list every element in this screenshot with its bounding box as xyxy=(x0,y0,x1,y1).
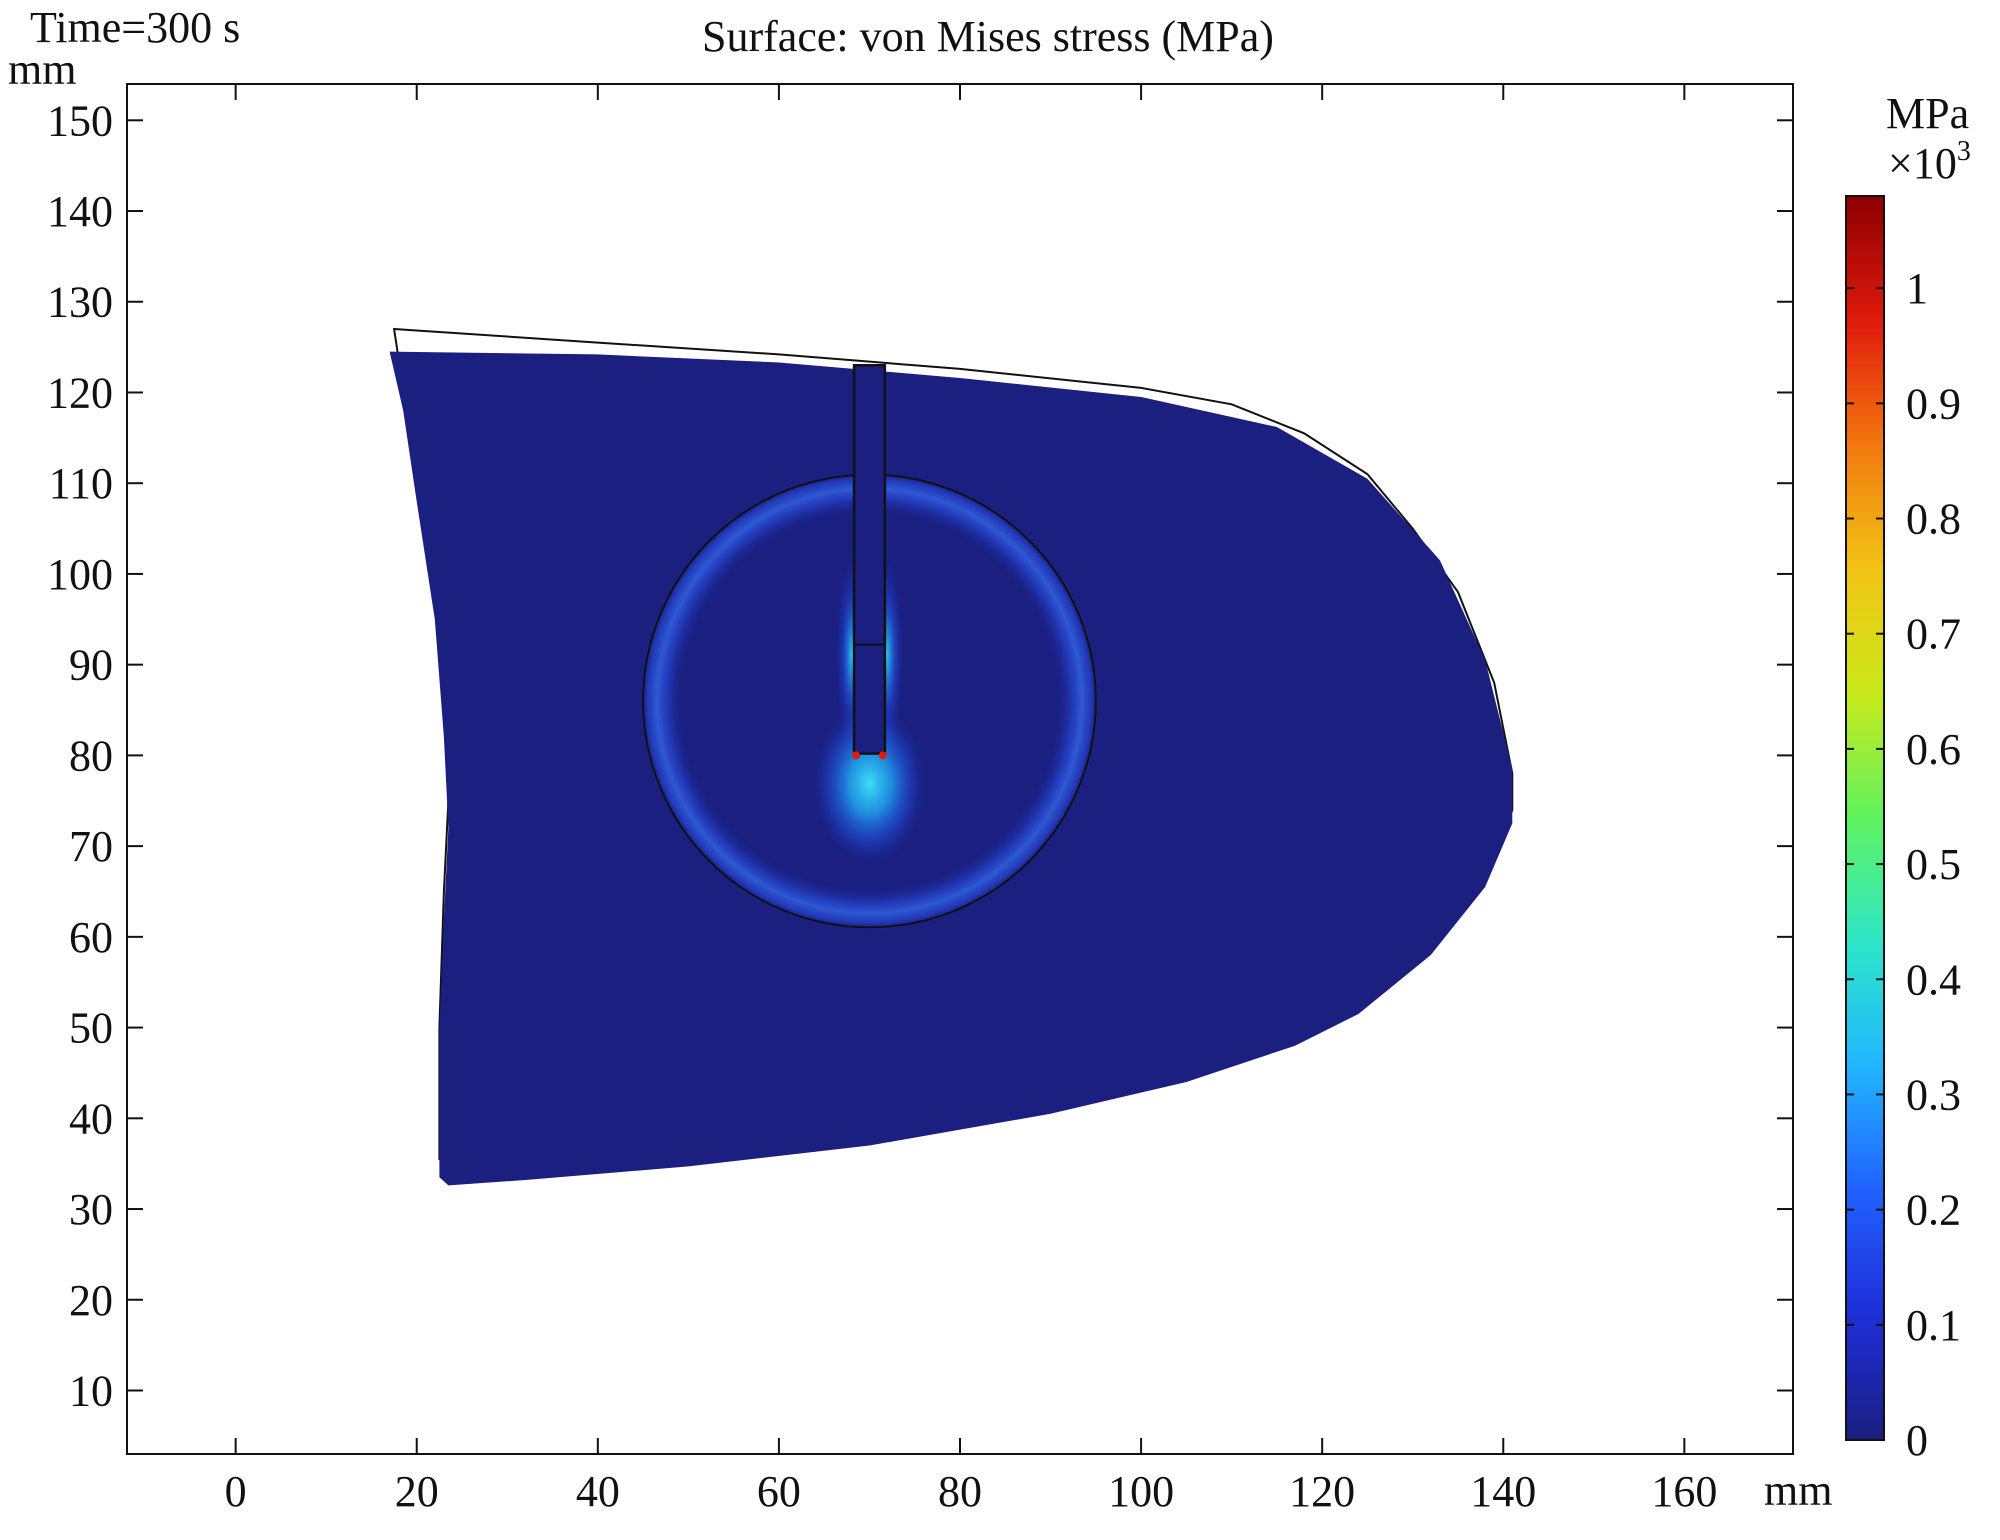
colorbar-ticks: 0 0.1 0.2 0.3 0.4 0.5 0.6 0.7 0.8 0.9 1 xyxy=(1846,264,1961,1465)
y-tick-label: 130 xyxy=(47,278,113,327)
y-tick-label: 80 xyxy=(69,731,113,780)
x-axis-unit: mm xyxy=(1764,1466,1832,1515)
colorbar-multiplier-base: ×10 xyxy=(1888,139,1957,188)
colorbar-tick-label: 0.6 xyxy=(1906,725,1961,774)
y-tick-label: 20 xyxy=(69,1276,113,1325)
slot-rectangle xyxy=(852,364,887,755)
colorbar: MPa ×103 0 0.1 0.2 0.3 0.4 0.5 0.6 0.7 0.8 0.9 1 xyxy=(1845,89,1971,1465)
y-tick-label: 50 xyxy=(69,1004,113,1053)
y-tick-label: 60 xyxy=(69,913,113,962)
colorbar-tick-label: 0.5 xyxy=(1906,840,1961,889)
y-tick-label: 120 xyxy=(47,368,113,417)
colorbar-tick-label: 0.4 xyxy=(1906,955,1961,1004)
colorbar-multiplier-exponent: 3 xyxy=(1957,136,1971,167)
y-axis-ticks: 10 20 30 40 50 60 70 80 90 100 110 120 130 140 150 xyxy=(47,96,1793,1415)
colorbar-tick-label: 1 xyxy=(1906,264,1928,313)
x-tick-label: 0 xyxy=(225,1467,247,1516)
time-label: Time=300 s xyxy=(30,3,240,52)
x-tick-label: 100 xyxy=(1108,1467,1174,1516)
colorbar-unit: MPa xyxy=(1886,89,1969,138)
x-axis-ticks: 0 20 40 60 80 100 120 140 160 xyxy=(225,84,1717,1516)
y-tick-label: 10 xyxy=(69,1366,113,1415)
x-tick-label: 140 xyxy=(1470,1467,1536,1516)
colorbar-tick-label: 0.8 xyxy=(1906,495,1961,544)
y-tick-label: 30 xyxy=(69,1185,113,1234)
colorbar-tick-label: 0.3 xyxy=(1906,1070,1961,1119)
x-tick-label: 20 xyxy=(395,1467,439,1516)
slot-tip-glow xyxy=(809,698,930,869)
x-tick-label: 60 xyxy=(757,1467,801,1516)
x-tick-label: 160 xyxy=(1651,1467,1717,1516)
slot-tip-hotspot-right xyxy=(878,751,887,760)
y-tick-label: 150 xyxy=(47,96,113,145)
slot-tip-hotspot-left xyxy=(852,751,861,760)
colorbar-tick-label: 0.1 xyxy=(1906,1301,1961,1350)
y-tick-label: 90 xyxy=(69,641,113,690)
colorbar-bar xyxy=(1845,195,1885,1441)
y-axis-unit: mm xyxy=(8,45,76,94)
x-tick-label: 120 xyxy=(1289,1467,1355,1516)
colorbar-multiplier: ×103 xyxy=(1888,136,1971,188)
colorbar-tick-label: 0.9 xyxy=(1906,379,1961,428)
colorbar-tick-label: 0.2 xyxy=(1906,1186,1961,1235)
y-tick-label: 70 xyxy=(69,822,113,871)
x-tick-label: 80 xyxy=(938,1467,982,1516)
colorbar-tick-label: 0.7 xyxy=(1906,610,1961,659)
y-tick-label: 110 xyxy=(49,459,113,508)
colorbar-tick-label: 0 xyxy=(1906,1416,1928,1465)
stress-field xyxy=(389,327,1514,1186)
y-tick-label: 140 xyxy=(47,187,113,236)
x-tick-label: 40 xyxy=(576,1467,620,1516)
y-tick-label: 100 xyxy=(47,550,113,599)
y-tick-label: 40 xyxy=(69,1094,113,1143)
chart-title: Surface: von Mises stress (MPa) xyxy=(702,12,1274,61)
